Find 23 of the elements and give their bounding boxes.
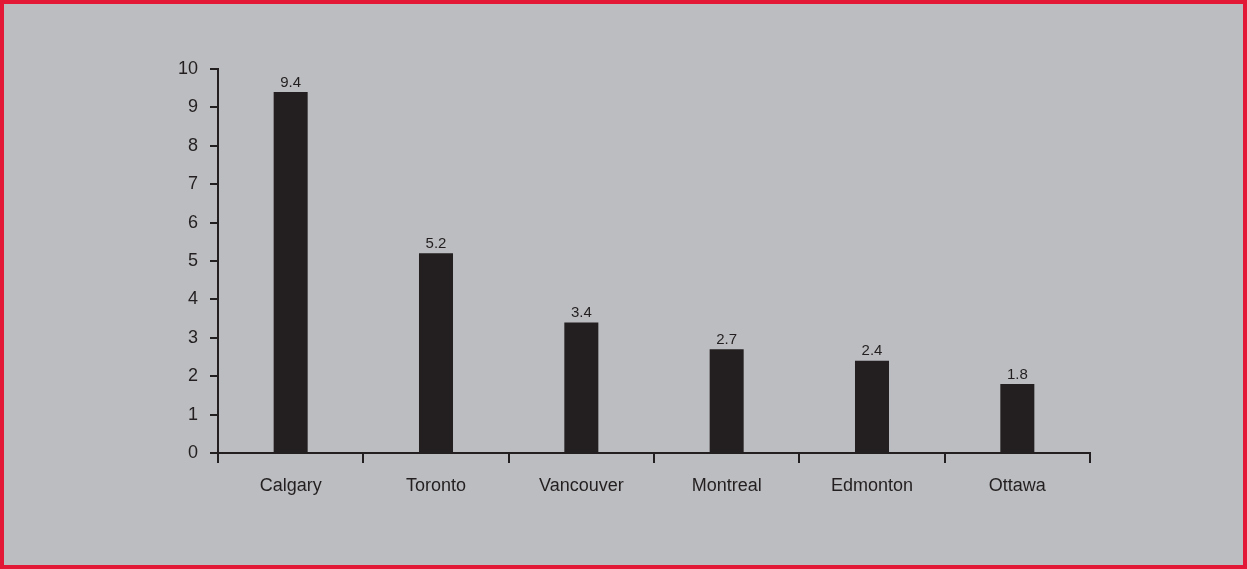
y-tick-label: 1 [187,403,198,424]
x-tick-label: Calgary [259,474,322,495]
data-label: 2.7 [716,329,738,347]
data-label: 5.2 [425,233,447,251]
data-label: 2.4 [861,341,883,359]
y-tick-label: 6 [187,211,198,232]
x-tick-label: Montreal [691,474,762,495]
y-tick-label: 4 [187,288,198,309]
y-tick-label: 5 [187,249,198,270]
y-tick-label: 0 [187,441,198,462]
x-tick-label: Vancouver [538,474,624,495]
y-tick-label: 7 [187,173,198,194]
y-tick-label: 9 [187,96,198,117]
data-label: 1.8 [1006,364,1028,382]
data-label: 3.4 [570,303,592,321]
x-tick-label: Toronto [405,474,467,495]
y-tick-label: 8 [187,134,198,155]
y-tick-label: 10 [177,57,198,78]
y-tick-label: 2 [187,365,198,386]
y-tick-label: 3 [187,326,198,347]
x-tick-label: Ottawa [988,474,1047,495]
data-label: 9.4 [280,72,302,90]
x-tick-label: Edmonton [830,474,914,495]
